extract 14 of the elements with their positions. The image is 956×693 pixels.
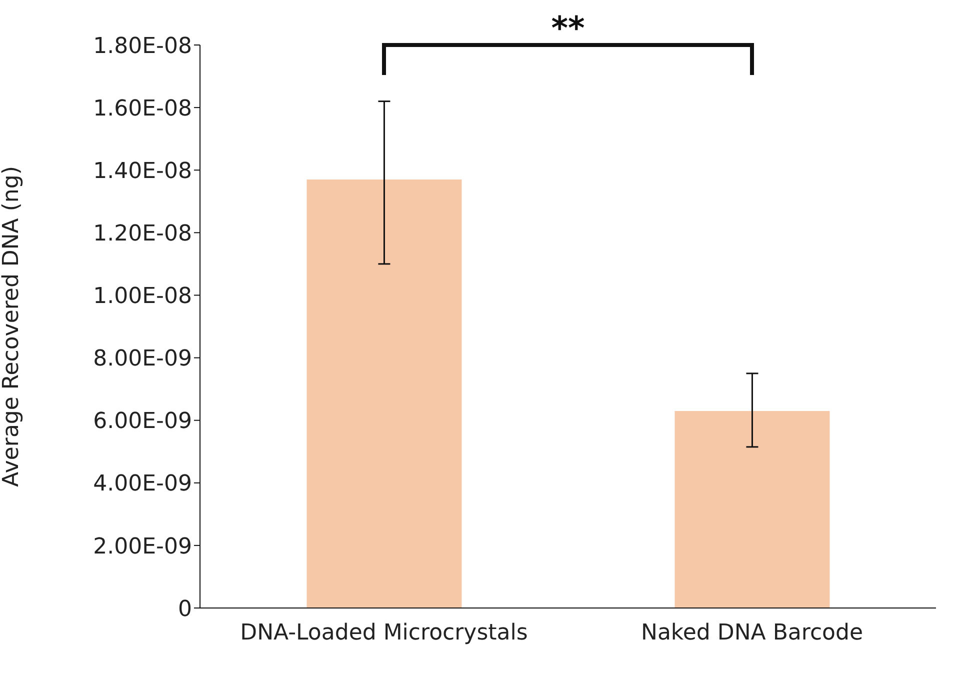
y-tick-label: 6.00E-09: [93, 409, 192, 434]
y-tick-label: 8.00E-09: [93, 346, 192, 372]
y-axis-title: Average Recovered DNA (ng): [0, 166, 24, 487]
y-tick-label: 1.20E-08: [93, 221, 192, 246]
y-tick-label: 1.60E-08: [93, 96, 192, 122]
x-tick-label: DNA-Loaded Microcrystals: [240, 620, 528, 646]
annotation: **: [551, 9, 585, 47]
y-tick-label: 2.00E-09: [93, 534, 192, 560]
x-tick-label: Naked DNA Barcode: [640, 620, 864, 646]
y-tick-label: 1.80E-08: [93, 34, 192, 59]
y-tick-label: 1.00E-08: [93, 284, 192, 310]
y-tick-label: 1.40E-08: [93, 158, 192, 184]
y-tick-label: 0: [178, 596, 192, 622]
y-tick-label: 4.00E-09: [93, 472, 192, 497]
